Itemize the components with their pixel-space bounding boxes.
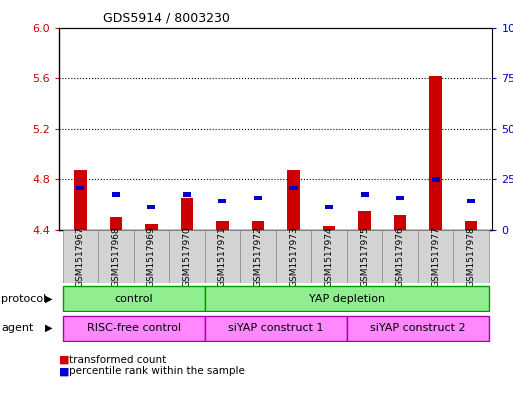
Bar	[276, 230, 311, 283]
Text: GSM1517972: GSM1517972	[253, 226, 263, 287]
Text: YAP depletion: YAP depletion	[309, 294, 385, 304]
Bar	[252, 221, 264, 230]
Bar	[240, 230, 276, 283]
Bar	[98, 230, 133, 283]
Bar	[169, 230, 205, 283]
Bar	[205, 316, 347, 340]
Text: siYAP construct 1: siYAP construct 1	[228, 323, 324, 333]
Text: GSM1517967: GSM1517967	[76, 226, 85, 287]
Bar	[325, 205, 333, 209]
Bar	[63, 316, 205, 340]
Bar	[323, 226, 336, 230]
Bar	[287, 171, 300, 230]
Bar	[429, 75, 442, 230]
Text: GSM1517978: GSM1517978	[467, 226, 476, 287]
Bar	[133, 230, 169, 283]
Text: ▶: ▶	[45, 323, 53, 333]
Text: GSM1517975: GSM1517975	[360, 226, 369, 287]
Text: percentile rank within the sample: percentile rank within the sample	[69, 366, 245, 376]
Text: agent: agent	[1, 323, 33, 333]
Bar	[467, 198, 475, 203]
Text: GSM1517969: GSM1517969	[147, 226, 156, 287]
Text: GSM1517971: GSM1517971	[218, 226, 227, 287]
Bar	[431, 177, 440, 182]
Bar	[63, 286, 205, 311]
Bar	[205, 230, 240, 283]
Text: transformed count: transformed count	[69, 354, 167, 365]
Bar	[311, 230, 347, 283]
Text: GSM1517970: GSM1517970	[183, 226, 191, 287]
Text: GSM1517974: GSM1517974	[325, 226, 333, 287]
Bar	[396, 196, 404, 200]
Text: ▶: ▶	[45, 294, 53, 304]
Bar	[347, 230, 382, 283]
Bar	[254, 196, 262, 200]
Bar	[112, 192, 120, 197]
Bar	[418, 230, 453, 283]
Text: GSM1517973: GSM1517973	[289, 226, 298, 287]
Bar	[145, 224, 157, 230]
Text: GSM1517968: GSM1517968	[111, 226, 121, 287]
Bar	[289, 186, 298, 190]
Text: ■: ■	[59, 354, 69, 365]
Bar	[361, 192, 369, 197]
Text: control: control	[114, 294, 153, 304]
Bar	[181, 198, 193, 230]
Bar	[359, 211, 371, 230]
Text: protocol: protocol	[1, 294, 46, 304]
Text: GSM1517977: GSM1517977	[431, 226, 440, 287]
Bar	[63, 230, 98, 283]
Bar	[347, 316, 489, 340]
Bar	[453, 230, 489, 283]
Bar	[183, 192, 191, 197]
Bar	[216, 221, 229, 230]
Bar	[74, 171, 87, 230]
Text: RISC-free control: RISC-free control	[87, 323, 181, 333]
Bar	[147, 205, 155, 209]
Bar	[465, 221, 478, 230]
Text: ■: ■	[59, 366, 69, 376]
Text: siYAP construct 2: siYAP construct 2	[370, 323, 466, 333]
Bar	[205, 286, 489, 311]
Text: GDS5914 / 8003230: GDS5914 / 8003230	[103, 12, 229, 25]
Bar	[382, 230, 418, 283]
Bar	[394, 215, 406, 230]
Bar	[110, 217, 122, 230]
Text: GSM1517976: GSM1517976	[396, 226, 405, 287]
Bar	[219, 198, 226, 203]
Bar	[76, 186, 84, 190]
